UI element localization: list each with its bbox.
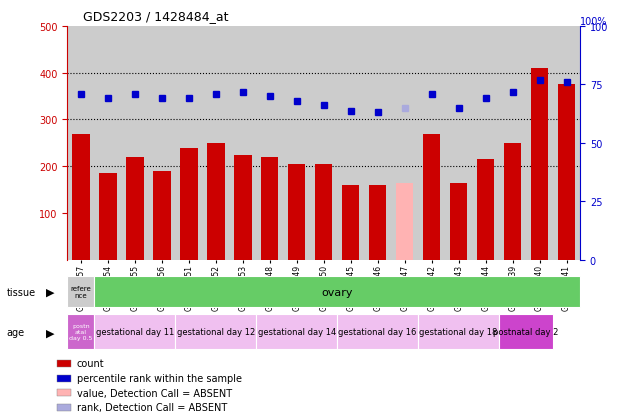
Bar [396, 183, 413, 260]
Bar [153, 171, 171, 260]
Bar [558, 85, 576, 260]
Bar [207, 144, 224, 260]
Bar [99, 174, 117, 260]
Text: percentile rank within the sample: percentile rank within the sample [77, 373, 242, 383]
Bar [175, 314, 256, 349]
Bar [67, 277, 94, 308]
Bar [57, 404, 71, 411]
Bar [531, 69, 549, 260]
Bar [477, 160, 494, 260]
Text: gestational day 11: gestational day 11 [96, 327, 174, 336]
Text: count: count [77, 358, 104, 368]
Bar [369, 185, 387, 260]
Text: ▶: ▶ [46, 328, 54, 337]
Text: postnatal day 2: postnatal day 2 [494, 327, 559, 336]
Bar [126, 157, 144, 260]
Bar [315, 164, 333, 260]
Text: refere
nce: refere nce [71, 286, 91, 299]
Bar [337, 314, 418, 349]
Bar [57, 389, 71, 396]
Text: gestational day 12: gestational day 12 [177, 327, 255, 336]
Bar [67, 314, 94, 349]
Text: rank, Detection Call = ABSENT: rank, Detection Call = ABSENT [77, 402, 227, 412]
Text: gestational day 18: gestational day 18 [419, 327, 498, 336]
Text: 100%: 100% [580, 17, 608, 27]
Text: ▶: ▶ [46, 287, 54, 297]
Bar [499, 314, 553, 349]
Bar [288, 164, 306, 260]
Bar [72, 134, 90, 260]
Bar [234, 155, 251, 260]
Bar [418, 314, 499, 349]
Text: postn
atal
day 0.5: postn atal day 0.5 [69, 323, 92, 340]
Bar [57, 375, 71, 382]
Text: tissue: tissue [6, 287, 35, 297]
Bar [261, 157, 278, 260]
Bar [256, 314, 337, 349]
Text: ovary: ovary [321, 287, 353, 297]
Bar [423, 134, 440, 260]
Bar [342, 185, 360, 260]
Bar [504, 144, 521, 260]
Text: gestational day 14: gestational day 14 [258, 327, 336, 336]
Text: value, Detection Call = ABSENT: value, Detection Call = ABSENT [77, 388, 232, 398]
Bar [94, 314, 175, 349]
Text: gestational day 16: gestational day 16 [338, 327, 417, 336]
Bar [450, 183, 467, 260]
Text: GDS2203 / 1428484_at: GDS2203 / 1428484_at [83, 10, 229, 23]
Text: age: age [6, 328, 24, 337]
Bar [180, 148, 197, 260]
Bar [57, 360, 71, 367]
